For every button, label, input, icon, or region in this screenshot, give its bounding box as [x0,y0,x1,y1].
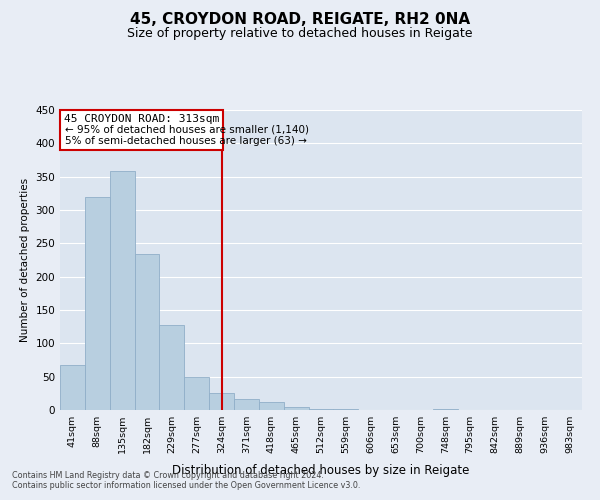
Bar [110,172,134,410]
Text: Contains public sector information licensed under the Open Government Licence v3: Contains public sector information licen… [12,481,361,490]
Bar [284,408,308,410]
Y-axis label: Number of detached properties: Number of detached properties [20,178,30,342]
Bar [184,376,209,410]
Bar [160,326,184,410]
Text: ← 95% of detached houses are smaller (1,140): ← 95% of detached houses are smaller (1,… [65,125,310,135]
X-axis label: Distribution of detached houses by size in Reigate: Distribution of detached houses by size … [172,464,470,477]
Bar [234,398,259,410]
Text: Size of property relative to detached houses in Reigate: Size of property relative to detached ho… [127,28,473,40]
Bar [308,408,334,410]
Text: 45 CROYDON ROAD: 313sqm: 45 CROYDON ROAD: 313sqm [64,114,219,124]
Text: 45, CROYDON ROAD, REIGATE, RH2 0NA: 45, CROYDON ROAD, REIGATE, RH2 0NA [130,12,470,28]
Bar [134,254,160,410]
Bar [259,402,284,410]
Bar [209,394,234,410]
FancyBboxPatch shape [61,110,223,150]
Bar [85,196,110,410]
Text: 5% of semi-detached houses are larger (63) →: 5% of semi-detached houses are larger (6… [65,136,307,146]
Text: Contains HM Land Registry data © Crown copyright and database right 2024.: Contains HM Land Registry data © Crown c… [12,471,324,480]
Bar [60,366,85,410]
